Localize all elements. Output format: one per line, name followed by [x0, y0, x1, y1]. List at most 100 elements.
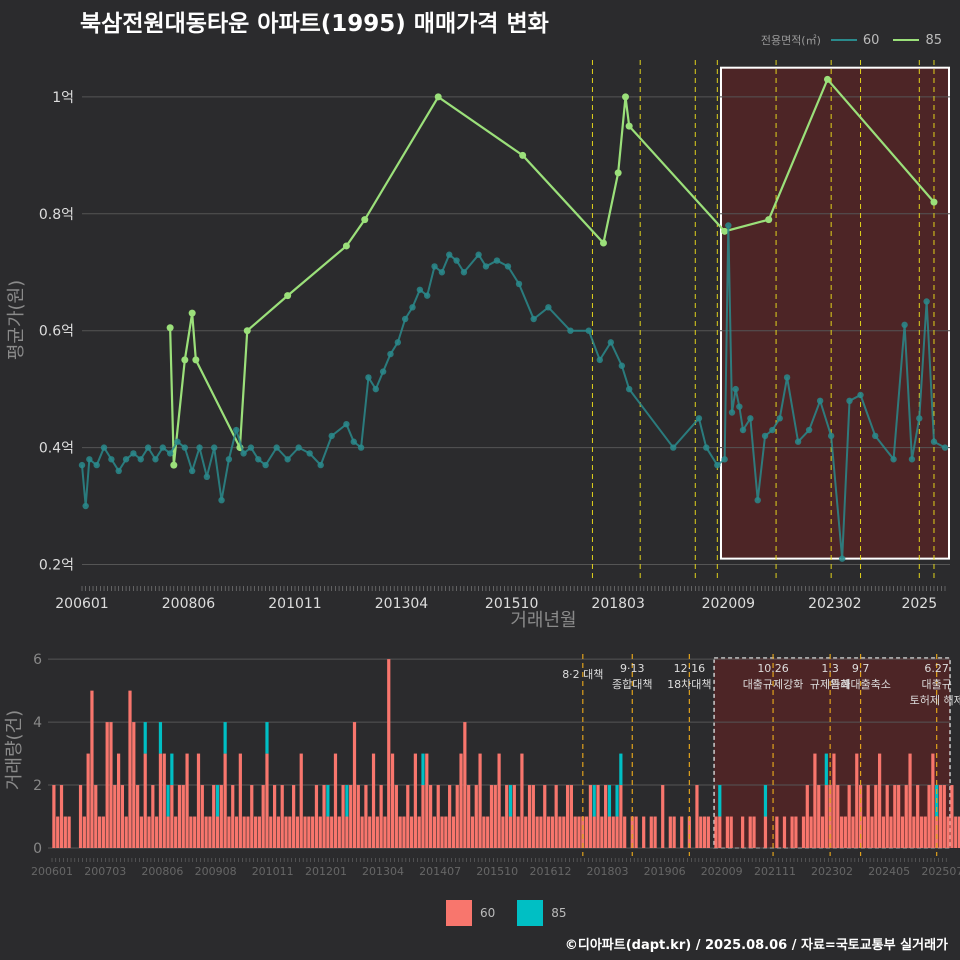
- volume-bar-60: [919, 816, 924, 848]
- data-point-60: [794, 438, 802, 445]
- volume-bar-60: [155, 816, 159, 848]
- volume-bar-60: [870, 816, 874, 848]
- data-point-60: [754, 496, 761, 504]
- data-point-60: [166, 450, 174, 457]
- data-point-60: [916, 415, 923, 422]
- volume-bar-60: [881, 816, 886, 848]
- volume-bar-60: [113, 785, 117, 848]
- volume-bar-60: [265, 753, 269, 848]
- volume-bar-60: [817, 785, 821, 848]
- data-point-60: [218, 496, 225, 504]
- volume-bar-60: [531, 785, 535, 848]
- volume-bar-60: [368, 816, 372, 848]
- volume-bar-60: [855, 753, 859, 848]
- data-point-85: [192, 356, 200, 364]
- data-point-60: [78, 461, 86, 469]
- volume-bar-60: [288, 816, 292, 848]
- data-point-60: [284, 456, 291, 463]
- volume-bar-60: [345, 816, 349, 848]
- volume-bar-60: [539, 816, 543, 848]
- volume-x-tick-label: 200806: [141, 865, 183, 878]
- volume-x-tick-label: 201304: [362, 865, 404, 878]
- volume-bar-60: [546, 816, 551, 848]
- volume-bar-60: [143, 753, 147, 848]
- data-point-60: [695, 415, 703, 422]
- data-point-60: [273, 444, 280, 451]
- y-tick-label: 0.2억: [39, 557, 74, 573]
- data-point-60: [203, 473, 211, 480]
- volume-bar-60: [790, 816, 794, 848]
- volume-bar-60: [356, 785, 360, 848]
- volume-bar-60: [215, 816, 220, 848]
- volume-bar-60: [261, 785, 265, 848]
- policy-annotation: 1.3: [821, 662, 839, 675]
- volume-bar-60: [889, 816, 893, 848]
- legend-swatch-85: [893, 39, 920, 41]
- volume-bar-85: [326, 785, 330, 817]
- data-point-60: [846, 397, 853, 405]
- volume-bar-60: [554, 785, 558, 848]
- x-tick-label: 201011: [268, 596, 321, 612]
- data-point-60: [409, 304, 416, 311]
- data-point-60: [255, 456, 262, 463]
- volume-bar-60: [352, 722, 357, 848]
- volume-bar-60: [653, 816, 657, 848]
- data-point-85: [166, 324, 174, 332]
- volume-bar-60: [775, 816, 779, 848]
- volume-bar-60: [843, 816, 847, 848]
- volume-bar-60: [451, 816, 456, 848]
- volume-bar-60: [604, 785, 608, 848]
- volume-bar-60: [398, 816, 402, 848]
- volume-bar-60: [56, 816, 60, 848]
- volume-bar-60: [425, 753, 429, 848]
- volume-bar-60: [375, 816, 379, 848]
- volume-bar-60: [718, 816, 722, 848]
- volume-bar-60: [162, 753, 166, 848]
- data-point-85: [823, 75, 831, 83]
- data-point-60: [585, 327, 592, 334]
- volume-x-tick-label: 202009: [701, 865, 743, 878]
- data-point-60: [262, 461, 269, 469]
- volume-bar-60: [752, 816, 756, 848]
- volume-bar-60: [699, 816, 703, 848]
- volume-x-tick-label: 202111: [754, 865, 796, 878]
- x-tick-label: 200601: [55, 596, 108, 612]
- data-point-60: [416, 286, 424, 293]
- volume-bar-60: [748, 816, 752, 848]
- policy-annotation: 12·16: [674, 662, 706, 675]
- volume-bar-60: [813, 753, 817, 848]
- volume-x-tick-label: 202405: [868, 865, 910, 878]
- volume-bar-60: [581, 816, 585, 848]
- volume-bar-60: [558, 816, 562, 848]
- volume-bar-60: [535, 816, 539, 848]
- volume-bar-60: [318, 816, 322, 848]
- volume-bar-60: [839, 816, 844, 848]
- volume-x-tick-label: 201612: [529, 865, 571, 878]
- volume-bar-60: [482, 816, 486, 848]
- data-point-60: [625, 385, 633, 393]
- volume-bar-60: [387, 659, 391, 848]
- data-point-60: [240, 450, 247, 457]
- highlight-region: [719, 66, 951, 560]
- volume-bar-60: [912, 816, 916, 848]
- volume-bar-85: [421, 753, 425, 786]
- policy-annotation: 종합대책: [612, 678, 652, 691]
- volume-bar-60: [292, 785, 296, 848]
- volume-bar-60: [619, 785, 623, 848]
- volume-bar-60: [371, 753, 376, 848]
- data-point-85: [614, 169, 622, 177]
- volume-y-tick: 4: [33, 715, 42, 731]
- volume-bar-60: [303, 816, 307, 848]
- data-point-60: [728, 409, 736, 416]
- volume-bar-60: [284, 816, 288, 848]
- volume-bar-60: [763, 816, 768, 848]
- data-point-60: [137, 456, 144, 463]
- volume-bar-60: [246, 816, 250, 848]
- volume-bar-60: [394, 785, 398, 848]
- volume-bar-60: [185, 753, 189, 848]
- volume-bar-60: [954, 816, 958, 848]
- volume-bar-60: [543, 785, 547, 848]
- y-tick-label: 1억: [52, 90, 74, 106]
- volume-bar-60: [448, 785, 452, 848]
- volume-x-tick-label: 201906: [644, 865, 686, 878]
